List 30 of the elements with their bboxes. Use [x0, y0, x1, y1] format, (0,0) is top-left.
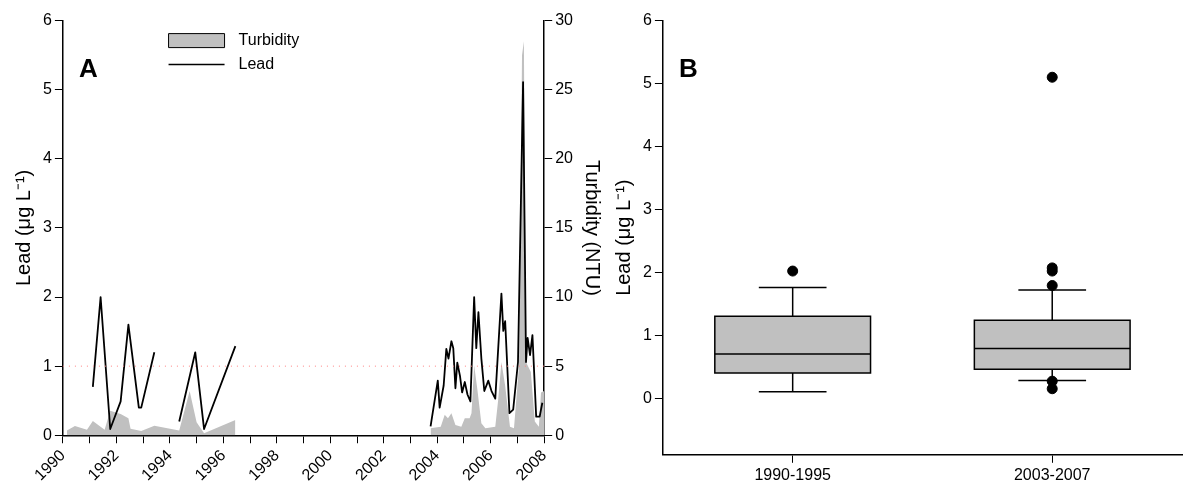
y-tick-label: 5 — [42, 80, 52, 98]
y-tick-label: 5 — [642, 73, 652, 91]
x-tick-label: 1990-1995 — [754, 465, 832, 483]
y-tick-label: 4 — [642, 136, 652, 154]
y-tick-label: 6 — [42, 11, 52, 29]
y2-tick-label: 20 — [555, 149, 574, 167]
y2-tick-label: 30 — [555, 11, 574, 29]
x-tick-label: 2003-2007 — [1013, 465, 1091, 483]
y-axis-title: Lead (μg L⁻¹) — [611, 179, 634, 296]
y-tick-label: 1 — [42, 356, 52, 374]
y-tick-label: 3 — [42, 218, 52, 236]
y-tick-label: 6 — [642, 11, 652, 29]
y2-tick-label: 25 — [555, 80, 574, 98]
y2-axis-title: Turbidity (NTU) — [582, 159, 605, 296]
y-axis-title: Lead (μg L⁻¹) — [11, 169, 34, 287]
annotation: B — [678, 52, 698, 83]
y2-tick-label: 5 — [555, 356, 565, 374]
annotation: A — [78, 52, 98, 83]
y-tick-label: 0 — [642, 388, 652, 406]
y-tick-label: 2 — [642, 262, 652, 280]
y-tick-label: 4 — [42, 149, 52, 167]
legend-label: Turbidity — [238, 31, 300, 49]
legend-label: Lead — [238, 55, 275, 73]
y-tick-label: 2 — [42, 287, 52, 305]
y2-tick-label: 15 — [555, 218, 574, 236]
y-tick-label: 3 — [642, 199, 652, 217]
y-tick-label: 1 — [642, 325, 652, 343]
y-tick-label: 0 — [42, 425, 52, 443]
y2-tick-label: 0 — [555, 425, 565, 443]
y2-tick-label: 10 — [555, 287, 574, 305]
